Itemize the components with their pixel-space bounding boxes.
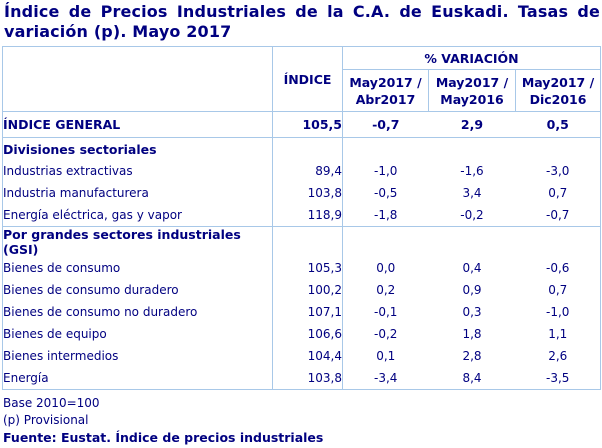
var-value: 1,8 (462, 327, 482, 341)
indice-value: 100,2 (272, 279, 343, 301)
var-value: -0,2 (374, 327, 398, 341)
row-label: Bienes de consumo no duradero (2, 301, 273, 323)
row-label: Bienes de equipo (2, 323, 273, 345)
var-value: 2,9 (428, 111, 516, 138)
var-value: -0,2 (428, 204, 516, 227)
row-label: Energía (2, 367, 273, 390)
header-blank (2, 46, 273, 112)
indice-value: 103,8 (272, 182, 343, 204)
section-gsi: Por grandes sectores industriales (GSI) (2, 226, 601, 257)
var-value: 0,0 (376, 261, 396, 275)
table-row: Industria manufacturera 103,8 -0,5 3,4 0… (2, 182, 601, 204)
var-value: 0,3 (462, 305, 482, 319)
table-row: Bienes de consumo duradero 100,2 0,2 0,9… (2, 279, 601, 301)
indice-value: 107,1 (272, 301, 343, 323)
var-value: 2,8 (462, 349, 482, 363)
indice-value: 105,5 (272, 111, 343, 138)
var-value: 0,2 (376, 283, 396, 297)
var-value: -3,0 (515, 160, 601, 182)
var-value: -1,0 (515, 301, 601, 323)
indice-value: 104,4 (272, 345, 343, 367)
row-label: Bienes intermedios (2, 345, 273, 367)
base-note: Base 2010=100 (3, 396, 100, 410)
provisional-note: (p) Provisional (3, 413, 89, 427)
var-value: 2,6 (515, 345, 601, 367)
var-value: 1,1 (515, 323, 601, 345)
header-indice: ÍNDICE (272, 46, 343, 112)
indice-value: 118,9 (272, 204, 343, 227)
page-title: Índice de Precios Industriales de la C.A… (4, 2, 600, 41)
table-row: Energía eléctrica, gas y vapor 118,9 -1,… (2, 204, 601, 227)
footnotes: Base 2010=100 (p) Provisional Fuente: Eu… (3, 395, 323, 446)
row-label: Bienes de consumo duradero (2, 279, 273, 301)
table-row: Bienes de consumo no duradero 107,1 -0,1… (2, 301, 601, 323)
header-may-dic: May2017 /Dic2016 (515, 69, 601, 112)
var-value: 8,4 (428, 367, 516, 390)
section-title: Por grandes sectores industriales (GSI) (2, 226, 273, 257)
indice-value: 106,6 (272, 323, 343, 345)
var-value: -0,1 (374, 305, 398, 319)
row-label: Industria manufacturera (2, 182, 273, 204)
indice-value: 103,8 (272, 367, 343, 390)
var-value: -3,4 (342, 367, 429, 390)
header-may-may: May2017 /May2016 (428, 69, 516, 112)
source-note: Fuente: Eustat. Índice de precios indust… (3, 430, 324, 445)
table-row: Bienes de consumo 105,3 0,0 0,4 -0,6 (2, 257, 601, 279)
var-value: 3,4 (462, 186, 482, 200)
var-value: 0,9 (462, 283, 482, 297)
var-value: -1,0 (374, 164, 398, 178)
var-value: 0,5 (515, 111, 601, 138)
section-title: Divisiones sectoriales (2, 137, 273, 160)
var-value: 0,1 (376, 349, 396, 363)
var-value: -0,7 (342, 111, 429, 138)
header-variacion: % VARIACIÓN (342, 46, 601, 70)
var-value: 0,7 (515, 182, 601, 204)
var-value: -3,5 (515, 367, 601, 390)
table-row: Industrias extractivas 89,4 -1,0 -1,6 -3… (2, 160, 601, 182)
row-label: Industrias extractivas (2, 160, 273, 182)
table-row: Energía 103,8 -3,4 8,4 -3,5 (2, 367, 601, 390)
indice-value: 105,3 (272, 257, 343, 279)
var-value: -1,8 (342, 204, 429, 227)
header-may-abr: May2017 /Abr2017 (342, 69, 429, 112)
section-divisiones: Divisiones sectoriales (2, 137, 601, 160)
var-value: 0,4 (462, 261, 482, 275)
row-label: ÍNDICE GENERAL (2, 111, 273, 138)
price-index-table: ÍNDICE % VARIACIÓN May2017 /Abr2017 May2… (2, 46, 601, 390)
var-value: -0,6 (515, 257, 601, 279)
row-indice-general: ÍNDICE GENERAL 105,5 -0,7 2,9 0,5 (2, 111, 601, 138)
var-value: -1,6 (460, 164, 484, 178)
row-label: Bienes de consumo (2, 257, 273, 279)
var-value: -0,5 (374, 186, 398, 200)
table-row: Bienes intermedios 104,4 0,1 2,8 2,6 (2, 345, 601, 367)
var-value: 0,7 (515, 279, 601, 301)
indice-value: 89,4 (272, 160, 343, 182)
var-value: -0,7 (515, 204, 601, 227)
table-row: Bienes de equipo 106,6 -0,2 1,8 1,1 (2, 323, 601, 345)
row-label: Energía eléctrica, gas y vapor (2, 204, 273, 227)
